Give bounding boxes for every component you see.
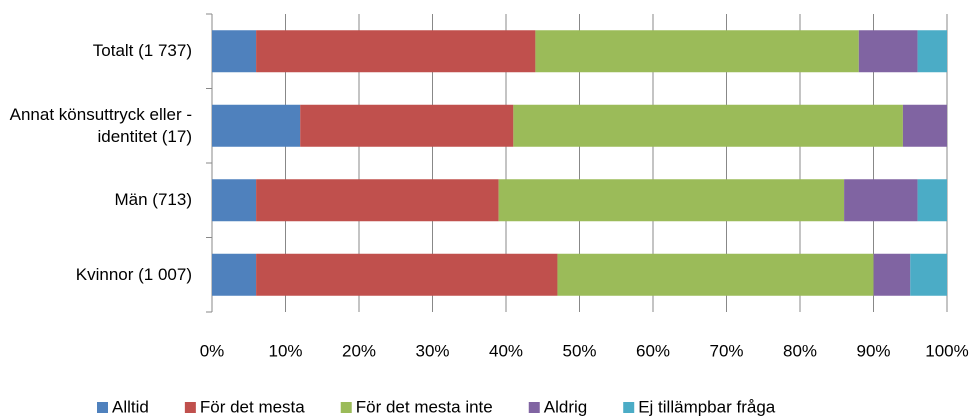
bar-segment: [256, 30, 536, 73]
bar-segment: [917, 179, 947, 222]
legend-swatch: [184, 402, 196, 413]
x-tick-label: 30%: [415, 341, 449, 360]
legend-label: För det mesta inte: [356, 397, 493, 416]
bar-segment: [513, 104, 903, 147]
x-tick-label: 90%: [856, 341, 890, 360]
x-tick-label: 20%: [342, 341, 376, 360]
bar-segment: [212, 179, 257, 222]
bar-segment: [212, 253, 257, 296]
y-tick-label: Totalt (1 737): [92, 41, 192, 61]
legend-swatch: [623, 402, 635, 413]
x-tick-label: 70%: [709, 341, 743, 360]
x-tick-label: 0%: [200, 341, 225, 360]
y-tick-label: Män (713): [114, 190, 192, 210]
bar-segment: [902, 104, 947, 147]
x-tick-label: 40%: [489, 341, 523, 360]
x-tick-label: 10%: [268, 341, 302, 360]
x-tick-label: 60%: [636, 341, 670, 360]
legend-swatch: [340, 402, 352, 413]
legend-swatch: [97, 402, 108, 413]
bar-segment: [917, 30, 947, 73]
bar-segment: [256, 253, 558, 296]
bar-segment: [535, 30, 859, 73]
legend-label: Alltid: [112, 397, 149, 416]
bar-segment: [498, 179, 845, 222]
bar-segment: [873, 253, 911, 296]
bar-segment: [212, 30, 257, 73]
y-tick-label: Kvinnor (1 007): [75, 264, 192, 284]
x-tick-label: 50%: [562, 341, 596, 360]
bar-segment: [212, 104, 301, 147]
legend-label: Aldrig: [544, 397, 587, 416]
legend-label: För det mesta: [200, 397, 305, 416]
x-tick-label: 100%: [925, 341, 968, 360]
y-tick-label: Annat könsuttryck eller -identitet (17): [9, 104, 192, 146]
bar-segment: [844, 179, 918, 222]
bar-segment: [858, 30, 918, 73]
legend-label: Ej tillämpbar fråga: [638, 397, 776, 416]
legend-swatch: [528, 402, 540, 413]
bar-segment: [300, 104, 514, 147]
bar-segment: [256, 179, 499, 222]
x-tick-label: 80%: [783, 341, 817, 360]
bar-segment: [557, 253, 874, 296]
bar-segment: [910, 253, 947, 296]
